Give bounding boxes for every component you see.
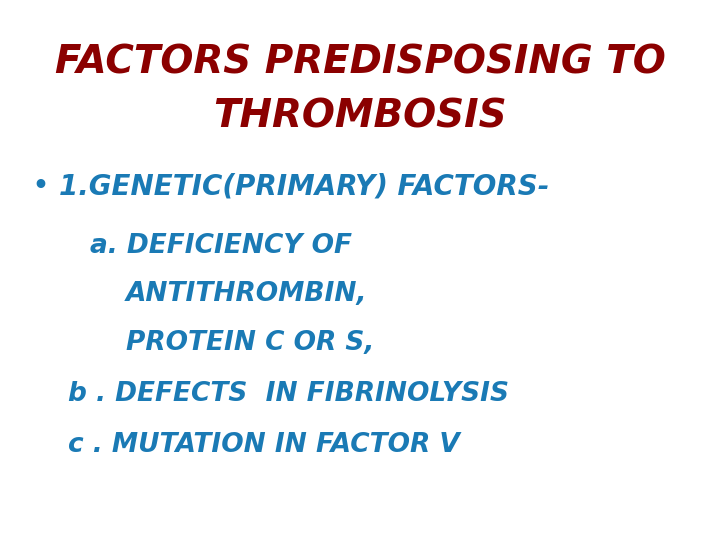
Text: 1.GENETIC(PRIMARY) FACTORS-: 1.GENETIC(PRIMARY) FACTORS-: [59, 172, 549, 200]
Text: THROMBOSIS: THROMBOSIS: [213, 97, 507, 135]
Text: c . MUTATION IN FACTOR V: c . MUTATION IN FACTOR V: [68, 433, 460, 458]
Text: PROTEIN C OR S,: PROTEIN C OR S,: [126, 330, 374, 356]
Text: b . DEFECTS  IN FIBRINOLYSIS: b . DEFECTS IN FIBRINOLYSIS: [68, 381, 510, 407]
Text: ANTITHROMBIN,: ANTITHROMBIN,: [126, 281, 367, 307]
Text: a. DEFICIENCY OF: a. DEFICIENCY OF: [90, 233, 352, 259]
Text: •: •: [32, 174, 48, 198]
Text: FACTORS PREDISPOSING TO: FACTORS PREDISPOSING TO: [55, 43, 665, 81]
